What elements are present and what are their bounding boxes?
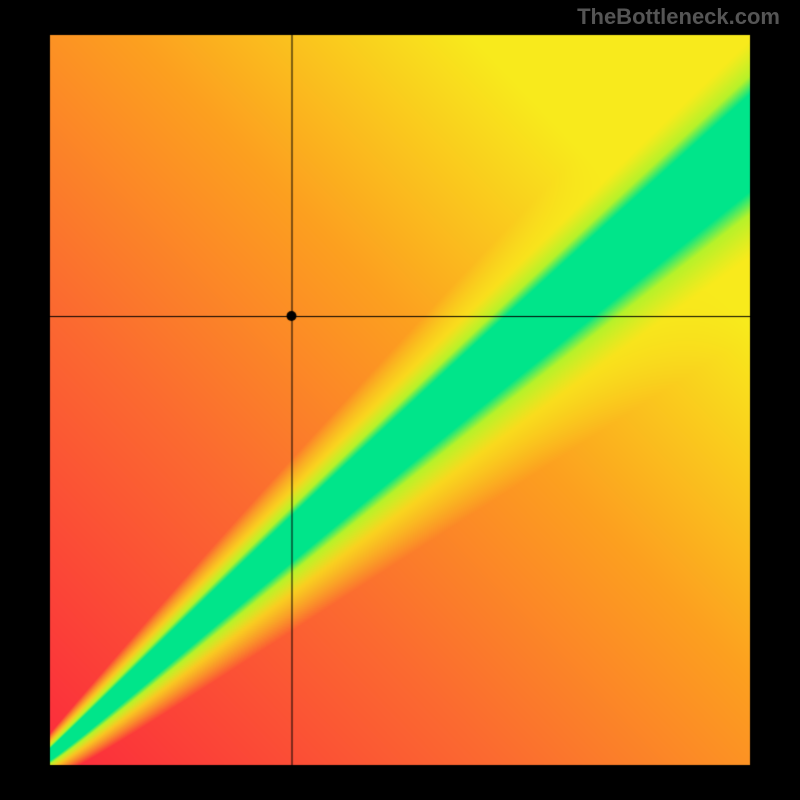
watermark-text: TheBottleneck.com: [577, 4, 780, 30]
chart-container: TheBottleneck.com: [0, 0, 800, 800]
bottleneck-heatmap-canvas: [0, 0, 800, 800]
